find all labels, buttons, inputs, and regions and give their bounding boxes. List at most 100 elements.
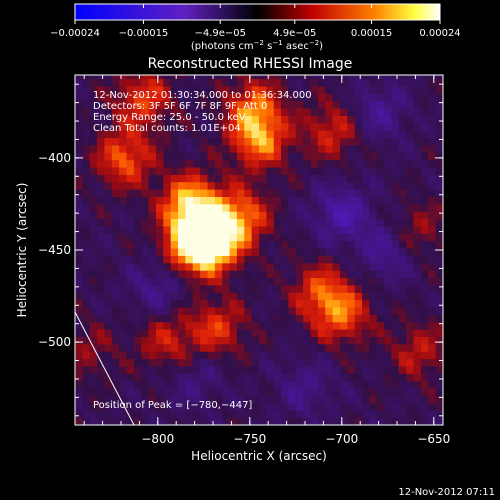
- image-pixel: [362, 395, 370, 404]
- image-pixel: [259, 122, 267, 131]
- image-pixel: [428, 373, 437, 382]
- image-pixel: [170, 321, 179, 330]
- image-pixel: [82, 336, 91, 345]
- image-pixel: [317, 240, 326, 249]
- image-pixel: [435, 343, 443, 352]
- image-pixel: [420, 270, 429, 279]
- image-pixel: [266, 181, 275, 190]
- image-pixel: [126, 211, 135, 220]
- image-pixel: [384, 196, 392, 205]
- image-pixel: [362, 203, 370, 212]
- image-pixel: [104, 152, 113, 161]
- image-pixel: [317, 130, 326, 139]
- image-pixel: [111, 314, 120, 323]
- image-pixel: [178, 167, 186, 175]
- image-pixel: [435, 174, 443, 183]
- image-pixel: [413, 122, 422, 131]
- image-pixel: [244, 329, 253, 337]
- image-pixel: [155, 358, 164, 367]
- image-pixel: [207, 218, 216, 227]
- image-pixel: [369, 248, 378, 256]
- image-pixel: [362, 196, 370, 205]
- image-pixel: [428, 321, 437, 330]
- image-pixel: [259, 108, 267, 116]
- image-pixel: [192, 292, 201, 301]
- image-pixel: [82, 402, 91, 411]
- image-pixel: [244, 417, 253, 425]
- image-pixel: [369, 307, 378, 315]
- image-pixel: [75, 122, 83, 131]
- image-pixel: [428, 395, 437, 404]
- image-pixel: [266, 218, 275, 227]
- image-pixel: [170, 167, 179, 175]
- image-pixel: [266, 292, 275, 301]
- image-pixel: [310, 78, 319, 87]
- image-pixel: [266, 417, 275, 425]
- image-pixel: [236, 343, 245, 352]
- image-pixel: [222, 78, 230, 87]
- image-pixel: [347, 388, 356, 396]
- image-pixel: [163, 299, 172, 308]
- image-pixel: [133, 262, 142, 271]
- image-pixel: [82, 321, 91, 330]
- image-pixel: [185, 203, 194, 212]
- image-pixel: [229, 122, 238, 131]
- image-pixel: [273, 380, 282, 389]
- image-pixel: [295, 321, 304, 330]
- image-pixel: [192, 211, 201, 220]
- image-pixel: [295, 137, 304, 146]
- chart-title: Reconstructed RHESSI Image: [148, 56, 353, 72]
- image-pixel: [200, 366, 208, 374]
- image-pixel: [288, 240, 297, 249]
- image-pixel: [406, 86, 414, 94]
- image-pixel: [317, 211, 326, 220]
- image-pixel: [141, 366, 149, 374]
- image-pixel: [207, 358, 216, 367]
- image-pixel: [200, 329, 208, 337]
- image-pixel: [362, 152, 370, 161]
- image-pixel: [303, 380, 311, 389]
- image-pixel: [347, 417, 356, 425]
- image-pixel: [229, 203, 238, 212]
- annotations: 12-Nov-2012 01:30:34.000 to 01:36:34.000…: [93, 90, 312, 411]
- image-pixel: [339, 255, 348, 264]
- image-pixel: [325, 93, 333, 102]
- image-pixel: [244, 255, 253, 264]
- image-pixel: [428, 75, 437, 80]
- image-pixel: [126, 167, 135, 175]
- image-pixel: [200, 130, 208, 139]
- image-pixel: [354, 108, 363, 116]
- image-pixel: [82, 262, 91, 271]
- image-pixel: [236, 181, 245, 190]
- image-pixel: [214, 262, 223, 271]
- image-pixel: [259, 336, 267, 345]
- image-pixel: [398, 329, 407, 337]
- image-pixel: [229, 358, 238, 367]
- image-pixel: [214, 86, 223, 94]
- image-pixel: [155, 388, 164, 396]
- image-pixel: [295, 388, 304, 396]
- image-pixel: [200, 189, 208, 197]
- image-pixel: [163, 248, 172, 256]
- image-pixel: [89, 366, 98, 374]
- image-pixel: [214, 167, 223, 175]
- image-pixel: [111, 233, 120, 242]
- image-pixel: [347, 218, 356, 227]
- image-pixel: [119, 233, 127, 242]
- image-pixel: [155, 292, 164, 301]
- image-pixel: [222, 402, 230, 411]
- image-pixel: [303, 196, 311, 205]
- image-pixel: [288, 248, 297, 256]
- image-pixel: [376, 366, 385, 374]
- image-pixel: [413, 93, 422, 102]
- image-pixel: [97, 233, 105, 242]
- image-pixel: [413, 395, 422, 404]
- image-pixel: [89, 277, 98, 286]
- image-pixel: [435, 270, 443, 279]
- image-pixel: [406, 388, 414, 396]
- image-pixel: [266, 277, 275, 286]
- image-pixel: [273, 86, 282, 94]
- image-pixel: [288, 226, 297, 234]
- image-pixel: [89, 159, 98, 168]
- image-pixel: [259, 167, 267, 175]
